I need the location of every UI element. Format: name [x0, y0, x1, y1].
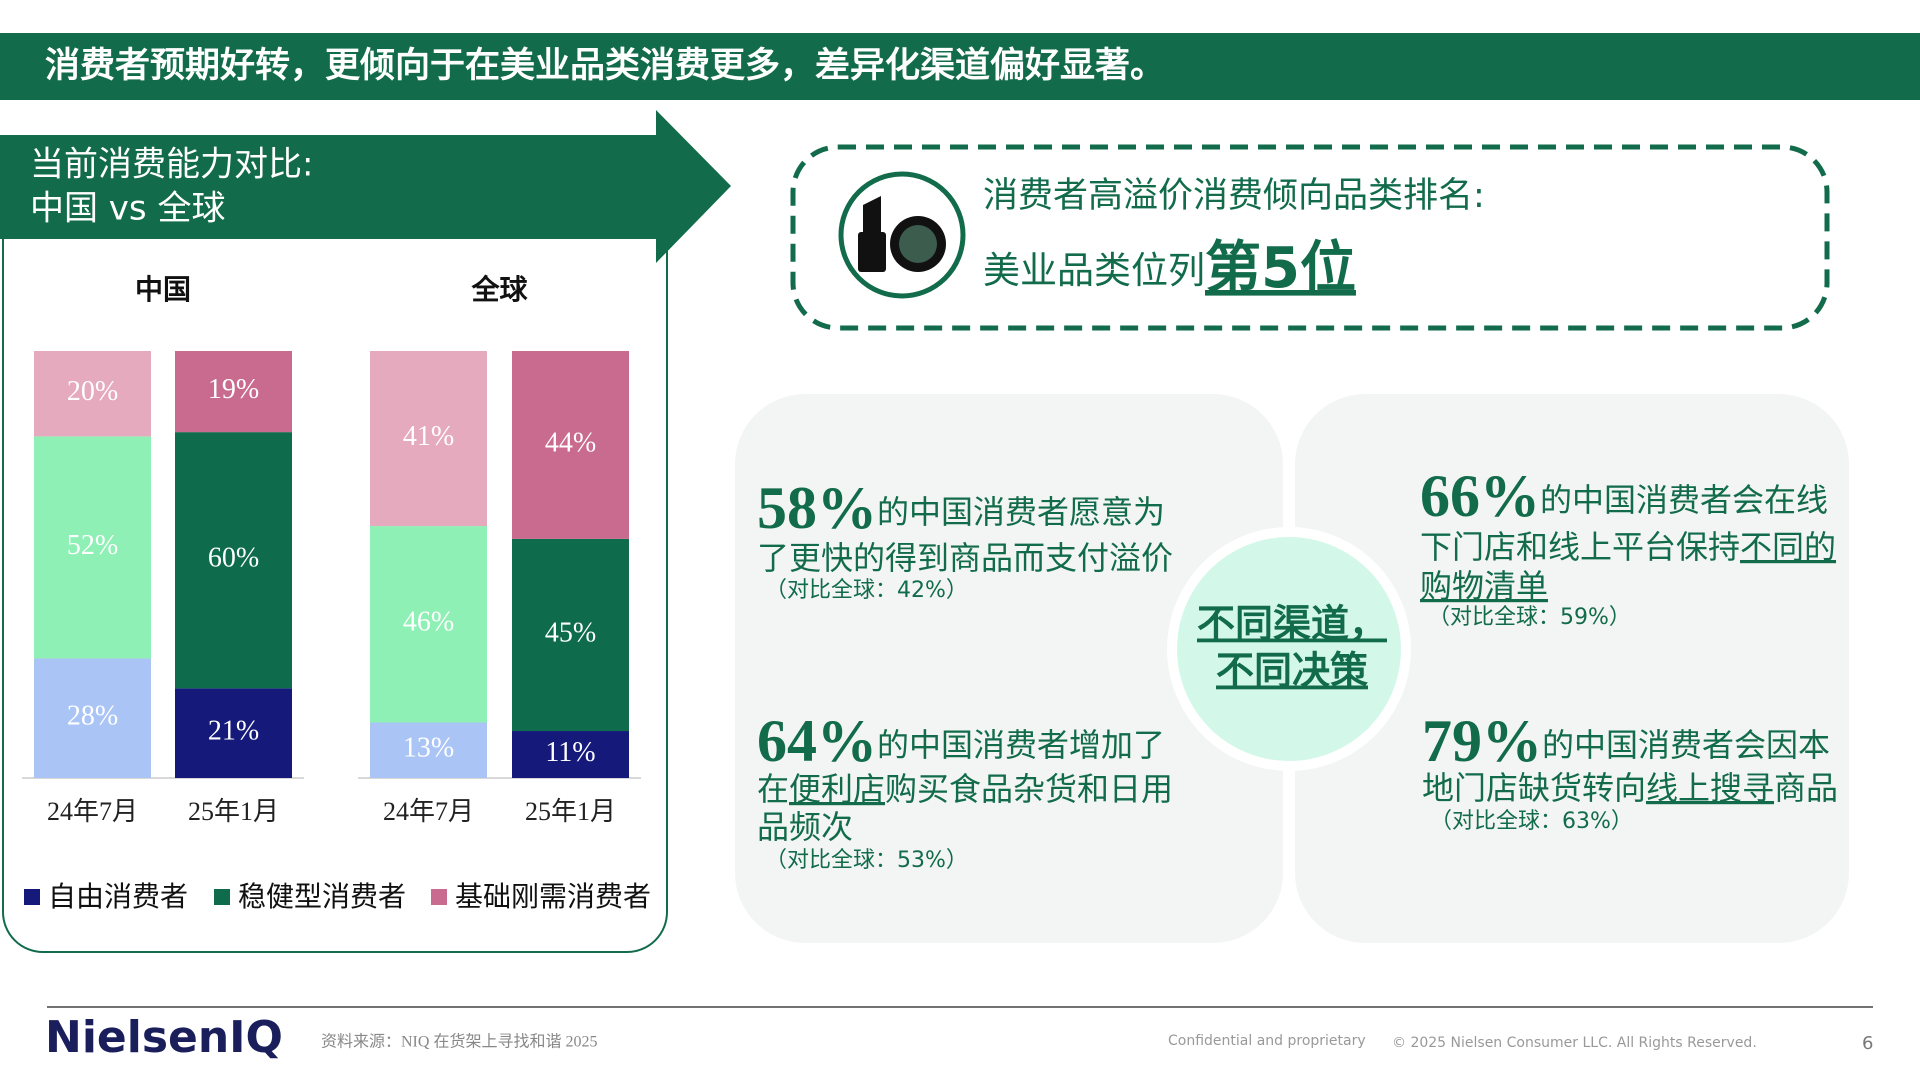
ranking-label: 消费者高溢价消费倾向品类排名: [983, 176, 1485, 216]
stat-background [1295, 394, 1849, 943]
value-label: 20% [67, 376, 118, 407]
legend-label: 基础刚需消费者 [455, 880, 651, 913]
lipstick-tip [863, 196, 881, 232]
footer-source: 资料来源：NIQ 在货架上寻找和谐 2025 [321, 1033, 597, 1051]
stat-line: 购物清单 [1420, 567, 1548, 605]
bar-segment [34, 436, 151, 659]
value-label: 41% [403, 421, 454, 452]
stat-note: （对比全球：42%） [765, 578, 968, 603]
panel-title: 中国 vs 全球 [30, 189, 225, 229]
ranking-line: 美业品类位列第5位 [983, 236, 1356, 301]
stat-value: 79% [1422, 708, 1542, 774]
stat-text: 便利店 [789, 770, 885, 808]
chart-title: 中国 [135, 273, 191, 306]
value-label: 13% [403, 733, 454, 764]
x-tick-label: 25年1月 [525, 797, 616, 826]
ranking-rank: 第5位 [1205, 236, 1356, 301]
stat-text: 购物清单 [1420, 567, 1548, 605]
stat-text: 在 [757, 770, 789, 808]
stat-line: 地门店缺货转向线上搜寻商品 [1422, 769, 1838, 807]
stat-text: 地门店缺货转向 [1422, 769, 1646, 807]
bar-segment [512, 538, 629, 732]
value-label: 45% [545, 617, 596, 648]
footer-confidential: Confidential and proprietary [1168, 1033, 1366, 1049]
center-circle [1177, 537, 1401, 761]
stat-line: 了更快的得到商品而支付溢价 [757, 539, 1173, 577]
stat-text: 的中国消费者增加了 [877, 726, 1165, 764]
legend-swatch [24, 889, 40, 905]
value-label: 46% [403, 607, 454, 638]
stat-text: 的中国消费者愿意为 [877, 493, 1165, 531]
footer-logo: NielsenIQ [45, 1012, 283, 1063]
value-label: 19% [208, 374, 259, 405]
stat-line: 在便利店购买食品杂货和日用 [757, 770, 1173, 808]
bar-segment [34, 351, 151, 437]
header-title: 消费者预期好转，更倾向于在美业品类消费更多，差异化渠道偏好显著。 [45, 46, 1165, 86]
footer-page: 6 [1862, 1033, 1873, 1054]
compact-mirror [899, 225, 937, 263]
stat-line: 下门店和线上平台保持不同的 [1420, 528, 1836, 566]
chart-title: 全球 [470, 273, 528, 306]
bar-segment [370, 722, 487, 778]
legend-label: 稳健型消费者 [238, 880, 406, 913]
value-label: 60% [208, 543, 259, 574]
bar-segment [512, 351, 629, 539]
value-label: 52% [67, 530, 118, 561]
value-label: 21% [208, 716, 259, 747]
legend-swatch [431, 889, 447, 905]
value-label: 44% [545, 427, 596, 458]
stat-line: 66%的中国消费者会在线 [1420, 463, 1828, 529]
stat-line: 79%的中国消费者会因本 [1422, 708, 1830, 774]
stat-text: 品频次 [757, 808, 853, 846]
bar-segment [512, 731, 629, 778]
stat-line: 58%的中国消费者愿意为 [757, 475, 1165, 541]
stat-text: 不同的 [1740, 528, 1836, 566]
x-tick-label: 24年7月 [47, 797, 138, 826]
stat-text: 商品 [1774, 769, 1838, 807]
stat-text: 的中国消费者会在线 [1540, 481, 1828, 519]
center-text: 不同渠道， [1197, 602, 1387, 646]
stat-text: 下门店和线上平台保持 [1420, 528, 1740, 566]
stat-note: （对比全球：59%） [1428, 605, 1631, 630]
stat-value: 64% [757, 708, 877, 774]
footer-copyright: © 2025 Nielsen Consumer LLC. All Rights … [1392, 1035, 1757, 1051]
center-text: 不同决策 [1216, 649, 1368, 693]
stat-background [735, 394, 1283, 943]
stat-line: 品频次 [757, 808, 853, 846]
panel-title: 当前消费能力对比: [30, 145, 313, 185]
stat-text: 的中国消费者会因本 [1542, 726, 1830, 764]
ranking-prefix: 美业品类位列 [983, 249, 1205, 292]
bar-segment [175, 351, 292, 433]
legend-label: 自由消费者 [48, 880, 188, 913]
stat-text: 线上搜寻 [1646, 769, 1774, 807]
bar-segment [175, 432, 292, 689]
stat-note: （对比全球：53%） [765, 848, 968, 873]
value-label: 28% [67, 701, 118, 732]
x-tick-label: 24年7月 [383, 797, 474, 826]
value-label: 11% [545, 737, 595, 768]
stat-line: 64%的中国消费者增加了 [757, 708, 1165, 774]
stat-text: 了更快的得到商品而支付溢价 [757, 539, 1173, 577]
stat-text: 购买食品杂货和日用 [885, 770, 1173, 808]
header-bar [0, 33, 1920, 100]
bar-segment [175, 688, 292, 778]
x-tick-label: 25年1月 [188, 797, 279, 826]
bar-segment [370, 351, 487, 527]
legend-swatch [214, 889, 230, 905]
lipstick-icon [858, 232, 886, 272]
stat-note: （对比全球：63%） [1430, 809, 1633, 834]
panel-arrow [0, 110, 731, 263]
bar-segment [34, 658, 151, 778]
stat-value: 58% [757, 475, 877, 541]
bar-segment [370, 526, 487, 723]
stat-value: 66% [1420, 463, 1540, 529]
